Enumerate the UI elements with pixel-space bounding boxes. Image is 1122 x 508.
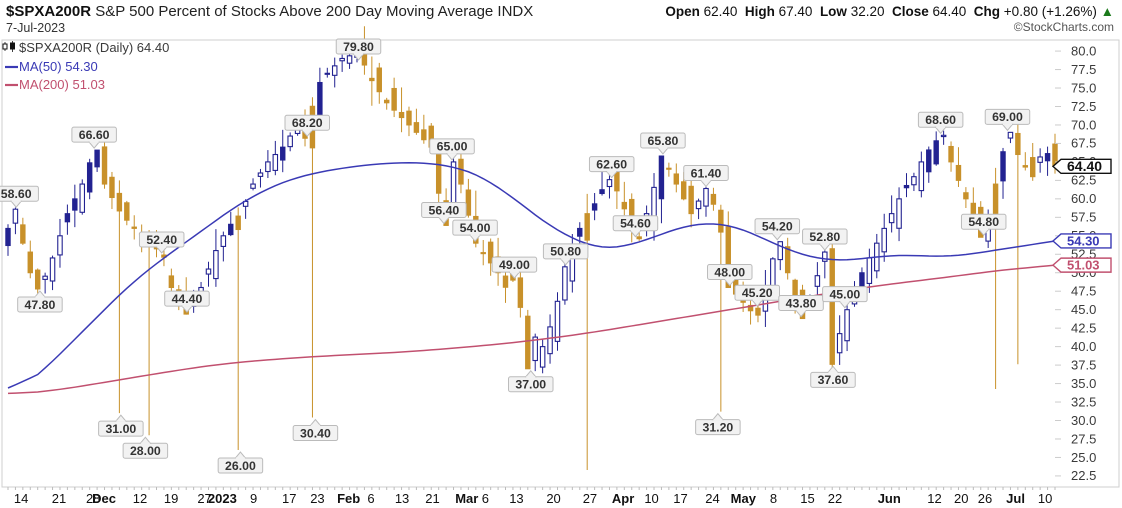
svg-text:44.40: 44.40: [172, 292, 203, 306]
svg-text:47.5: 47.5: [1071, 284, 1096, 299]
svg-text:12: 12: [133, 491, 147, 506]
svg-text:40.0: 40.0: [1071, 339, 1096, 354]
svg-text:Mar: Mar: [455, 491, 478, 506]
svg-text:79.80: 79.80: [343, 40, 374, 54]
svg-text:54.80: 54.80: [968, 215, 999, 229]
svg-text:68.60: 68.60: [925, 113, 956, 127]
svg-text:27.5: 27.5: [1071, 431, 1096, 446]
svg-text:9: 9: [250, 491, 257, 506]
svg-text:24: 24: [705, 491, 719, 506]
svg-text:Feb: Feb: [337, 491, 360, 506]
svg-text:54.20: 54.20: [762, 220, 793, 234]
svg-text:45.0: 45.0: [1071, 302, 1096, 317]
svg-text:48.00: 48.00: [714, 265, 745, 279]
svg-text:37.5: 37.5: [1071, 357, 1096, 372]
svg-text:17: 17: [282, 491, 296, 506]
svg-text:22: 22: [828, 491, 842, 506]
svg-text:32.5: 32.5: [1071, 394, 1096, 409]
svg-text:6: 6: [367, 491, 374, 506]
svg-text:21: 21: [425, 491, 439, 506]
svg-text:50.80: 50.80: [550, 245, 581, 259]
svg-text:47.80: 47.80: [25, 298, 56, 312]
svg-text:77.5: 77.5: [1071, 62, 1096, 77]
svg-text:57.5: 57.5: [1071, 210, 1096, 225]
svg-text:52.40: 52.40: [146, 233, 177, 247]
svg-text:58.60: 58.60: [1, 187, 32, 201]
svg-text:56.40: 56.40: [428, 203, 459, 217]
svg-text:28.00: 28.00: [130, 444, 161, 458]
svg-text:68.20: 68.20: [292, 116, 323, 130]
svg-text:31.00: 31.00: [105, 422, 136, 436]
svg-text:MA(200) 51.03: MA(200) 51.03: [19, 77, 105, 92]
svg-text:19: 19: [164, 491, 178, 506]
svg-text:8: 8: [770, 491, 777, 506]
svg-text:45.00: 45.00: [829, 287, 860, 301]
svg-text:31.20: 31.20: [702, 420, 733, 434]
svg-text:6: 6: [482, 491, 489, 506]
svg-text:Apr: Apr: [612, 491, 634, 506]
svg-text:Dec: Dec: [92, 491, 116, 506]
svg-text:17: 17: [673, 491, 687, 506]
svg-text:75.0: 75.0: [1071, 80, 1096, 95]
svg-text:20: 20: [954, 491, 968, 506]
svg-text:67.5: 67.5: [1071, 136, 1096, 151]
svg-text:30.40: 30.40: [300, 426, 331, 440]
svg-text:45.20: 45.20: [742, 286, 773, 300]
svg-text:Jun: Jun: [878, 491, 901, 506]
svg-text:$SPXA200R (Daily) 64.40: $SPXA200R (Daily) 64.40: [19, 40, 169, 55]
svg-text:2023: 2023: [208, 491, 237, 506]
svg-text:60.0: 60.0: [1071, 191, 1096, 206]
svg-text:13: 13: [395, 491, 409, 506]
svg-text:61.40: 61.40: [691, 166, 722, 180]
svg-text:22.5: 22.5: [1071, 468, 1096, 483]
svg-text:37.00: 37.00: [515, 378, 546, 392]
svg-text:54.60: 54.60: [620, 217, 651, 231]
svg-text:69.00: 69.00: [992, 110, 1023, 124]
svg-text:62.60: 62.60: [596, 157, 627, 171]
svg-text:Jul: Jul: [1006, 491, 1025, 506]
svg-text:35.0: 35.0: [1071, 376, 1096, 391]
svg-text:54.30: 54.30: [1067, 234, 1100, 249]
svg-text:10: 10: [1038, 491, 1052, 506]
svg-text:72.5: 72.5: [1071, 99, 1096, 114]
svg-text:20: 20: [546, 491, 560, 506]
svg-text:10: 10: [644, 491, 658, 506]
svg-text:14: 14: [14, 491, 28, 506]
svg-text:26.00: 26.00: [225, 459, 256, 473]
svg-text:12: 12: [927, 491, 941, 506]
svg-text:65.00: 65.00: [437, 140, 468, 154]
svg-text:26: 26: [978, 491, 992, 506]
svg-text:80.0: 80.0: [1071, 43, 1096, 58]
svg-text:15: 15: [800, 491, 814, 506]
svg-text:May: May: [731, 491, 757, 506]
svg-text:70.0: 70.0: [1071, 117, 1096, 132]
svg-text:54.00: 54.00: [460, 221, 491, 235]
svg-text:23: 23: [310, 491, 324, 506]
svg-text:30.0: 30.0: [1071, 413, 1096, 428]
svg-text:42.5: 42.5: [1071, 320, 1096, 335]
svg-text:27: 27: [583, 491, 597, 506]
svg-text:64.40: 64.40: [1067, 158, 1102, 174]
svg-text:49.00: 49.00: [499, 258, 530, 272]
svg-text:66.60: 66.60: [79, 128, 110, 142]
svg-text:21: 21: [52, 491, 66, 506]
svg-text:52.80: 52.80: [809, 230, 840, 244]
svg-text:37.60: 37.60: [818, 373, 849, 387]
svg-text:MA(50) 54.30: MA(50) 54.30: [19, 59, 98, 74]
svg-text:43.80: 43.80: [786, 296, 817, 310]
svg-text:13: 13: [509, 491, 523, 506]
svg-text:25.0: 25.0: [1071, 450, 1096, 465]
svg-text:51.03: 51.03: [1067, 258, 1100, 273]
svg-text:62.5: 62.5: [1071, 173, 1096, 188]
svg-text:65.80: 65.80: [648, 134, 679, 148]
